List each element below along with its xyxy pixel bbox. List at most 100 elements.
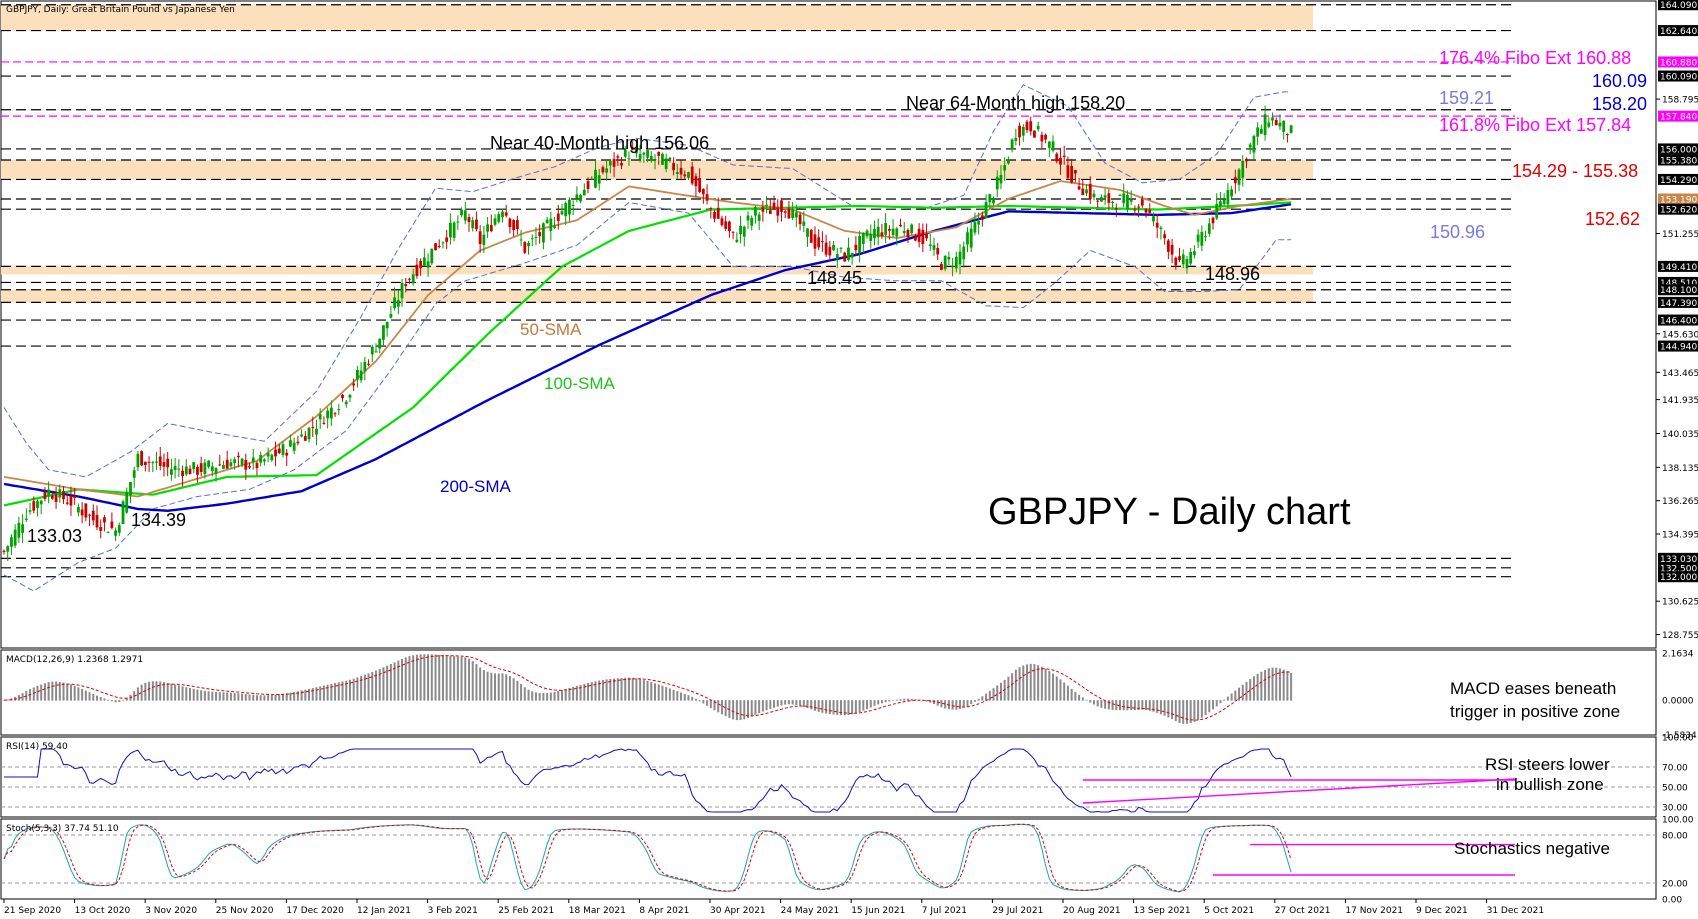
candle-body xyxy=(512,220,516,231)
macd-bar xyxy=(1226,696,1229,701)
macd-bar xyxy=(787,700,790,705)
candle-body xyxy=(281,444,285,455)
macd-bar xyxy=(851,700,854,715)
candle-body xyxy=(1100,197,1103,202)
macd-bar xyxy=(330,683,333,701)
candle-body xyxy=(757,214,761,221)
macd-bar xyxy=(594,681,597,701)
candle-body xyxy=(772,202,776,210)
macd-bar xyxy=(73,685,76,701)
candle-body xyxy=(556,213,560,221)
candle-body xyxy=(783,211,787,213)
candle-body xyxy=(1111,201,1114,204)
candle-body xyxy=(958,251,962,265)
macd-bar xyxy=(215,691,218,701)
candle-body xyxy=(575,194,579,199)
macd-bar xyxy=(1193,700,1196,722)
macd-bar xyxy=(981,696,984,701)
macd-bar xyxy=(404,657,407,701)
price-tick-label: 143.465 xyxy=(1662,369,1698,379)
macd-bar xyxy=(557,691,560,701)
candle-body xyxy=(367,363,370,365)
candle-body xyxy=(720,218,724,226)
macd-bar xyxy=(289,692,292,701)
stoch-layer: 100.00 80.00 20.00 0.00 xyxy=(1,816,1694,906)
price-tick-label: 140.035 xyxy=(1662,430,1698,440)
price-tick-label: 155.380 xyxy=(1660,156,1697,166)
macd-bar xyxy=(1145,700,1148,711)
macd-bar xyxy=(118,700,121,703)
candle-body xyxy=(489,225,493,232)
candle-body xyxy=(832,244,835,251)
price-tick-label: 162.640 xyxy=(1660,27,1697,37)
rsi-trendline-rising xyxy=(1082,778,1516,804)
candle-body xyxy=(1070,166,1074,183)
macd-bar xyxy=(36,685,39,701)
candle-body xyxy=(1140,199,1144,206)
macd-bar xyxy=(389,663,392,701)
price-tick-label: 149.410 xyxy=(1660,263,1697,273)
candle-body xyxy=(91,510,95,521)
candle-body xyxy=(988,194,992,203)
candle-body xyxy=(210,466,214,472)
macd-bar xyxy=(929,700,932,703)
candle-body xyxy=(1152,216,1155,222)
zones-layer xyxy=(1,4,1313,303)
candle-body xyxy=(1137,206,1140,208)
candle-body xyxy=(921,229,925,245)
candle-body xyxy=(869,233,873,241)
rsi-note-line2-text: in bullish zone xyxy=(1496,775,1604,794)
rsi-title: RSI(14) 59.40 xyxy=(6,742,68,752)
macd-bar xyxy=(151,681,154,701)
macd-bar xyxy=(107,699,110,701)
candle-body xyxy=(876,226,880,238)
sma-200-line xyxy=(3,203,1292,513)
candles-layer xyxy=(2,105,1293,562)
macd-bar xyxy=(170,683,173,701)
price-tick-label: 152.620 xyxy=(1660,206,1697,216)
macd-bar xyxy=(691,696,694,701)
macd-bar xyxy=(895,699,898,701)
candle-body xyxy=(244,459,248,470)
macd-bar xyxy=(1007,676,1010,701)
candle-body xyxy=(742,226,746,237)
macd-bar xyxy=(642,679,645,701)
candle-body xyxy=(140,451,144,466)
macd-bar xyxy=(1122,700,1125,711)
candle-body xyxy=(289,440,292,447)
candle-body xyxy=(973,221,977,233)
candle-body xyxy=(240,458,244,465)
candle-body xyxy=(735,239,739,242)
macd-bar xyxy=(501,673,504,701)
macd-bar xyxy=(382,667,385,701)
macd-bar xyxy=(925,700,928,702)
macd-bar xyxy=(869,700,872,708)
candle-body xyxy=(984,202,988,219)
macd-bar xyxy=(892,700,895,701)
candle-body xyxy=(761,207,765,212)
x-tick-label: 3 Feb 2021 xyxy=(428,906,478,916)
macd-bar xyxy=(672,689,675,701)
candle-body xyxy=(1018,125,1021,138)
macd-bar xyxy=(207,691,210,701)
macd-bar xyxy=(866,700,869,710)
macd-bar xyxy=(1159,700,1162,715)
candle-body xyxy=(1289,125,1293,133)
level-16009-label: 160.09 xyxy=(1592,71,1647,91)
candle-body xyxy=(980,215,984,220)
macd-bar xyxy=(136,687,139,701)
macd-bar xyxy=(836,700,839,715)
candle-body xyxy=(1021,126,1025,136)
candle-body xyxy=(1129,199,1133,202)
candle-body xyxy=(1118,194,1122,196)
macd-bar xyxy=(1260,671,1263,701)
candle-body xyxy=(1059,157,1062,165)
macd-bar xyxy=(6,699,9,701)
candle-body xyxy=(493,218,497,225)
price-tick-box xyxy=(1658,203,1698,215)
candle-body xyxy=(408,278,411,280)
macd-bar xyxy=(598,680,601,701)
candle-body xyxy=(475,219,478,230)
macd-bar xyxy=(1241,684,1244,701)
candle-body xyxy=(612,158,616,167)
